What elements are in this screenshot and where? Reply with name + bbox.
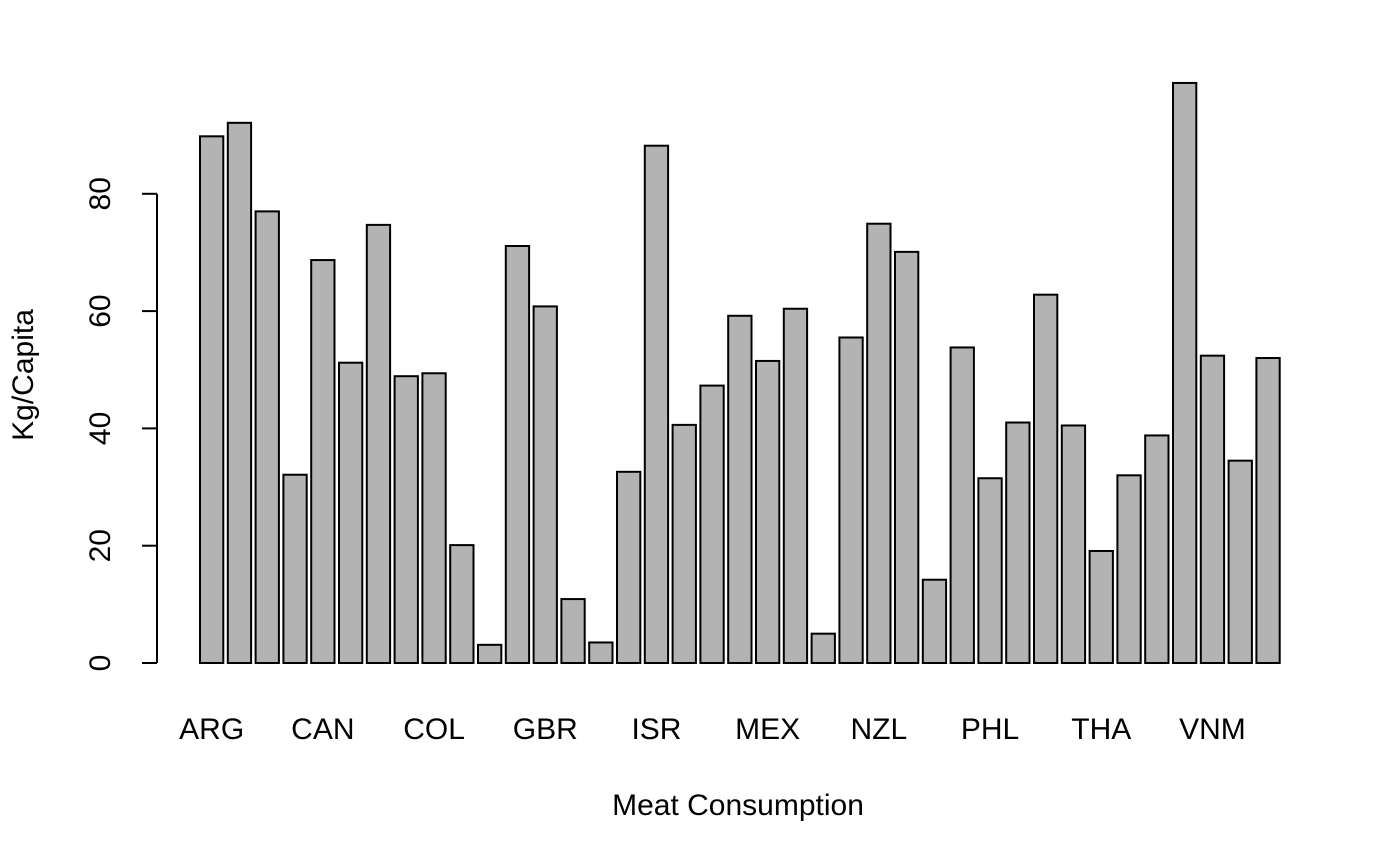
bar — [1144, 434, 1170, 664]
bar — [226, 121, 253, 664]
bar — [365, 223, 392, 664]
x-tick-label: COL — [403, 713, 465, 746]
x-tick-label: NZL — [851, 713, 908, 746]
y-tick-label: 80 — [84, 177, 117, 210]
x-axis-label: Meat Consumption — [612, 789, 864, 822]
bar — [671, 423, 697, 664]
y-tick-label: 0 — [84, 655, 117, 672]
bar — [838, 336, 864, 664]
bar — [921, 578, 948, 664]
x-tick-label: THA — [1071, 713, 1131, 746]
bar — [477, 643, 503, 665]
bar — [1060, 424, 1087, 664]
bar — [949, 346, 975, 664]
bar — [1005, 421, 1031, 664]
bar — [588, 641, 614, 664]
y-axis-label: Kg/Capita — [7, 309, 40, 441]
bar — [1227, 459, 1253, 664]
bar — [699, 384, 725, 664]
y-tick-label: 60 — [84, 294, 117, 327]
bar — [810, 632, 836, 664]
bar — [338, 361, 364, 664]
bar — [421, 372, 447, 664]
bar — [755, 359, 781, 664]
bar — [1088, 549, 1114, 664]
y-axis: 0 20 40 60 80 — [84, 177, 158, 672]
x-tick-labels: ARG CAN COL GBR ISR MEX NZL PHL THA VNM — [179, 713, 1246, 746]
bar — [393, 375, 419, 664]
bar — [643, 144, 670, 664]
x-tick-label: PHL — [961, 713, 1019, 746]
x-tick-label: ARG — [179, 713, 244, 746]
bar — [1033, 293, 1059, 664]
bar — [1255, 357, 1281, 664]
bar — [282, 473, 308, 665]
bar — [560, 598, 586, 665]
bar — [977, 477, 1003, 664]
bar — [866, 222, 892, 665]
x-tick-label: VNM — [1179, 713, 1246, 746]
bar — [727, 314, 753, 664]
x-tick-label: GBR — [513, 713, 578, 746]
bar — [310, 259, 336, 664]
bar — [894, 250, 920, 665]
bar — [1172, 81, 1198, 664]
bar — [199, 135, 225, 664]
y-tick-label: 20 — [84, 529, 117, 562]
x-tick-label: ISR — [631, 713, 681, 746]
bar — [1116, 474, 1142, 664]
bar — [449, 544, 475, 664]
bar — [1199, 354, 1226, 664]
bar — [532, 305, 558, 664]
y-tick-label: 40 — [84, 412, 117, 445]
bar — [254, 210, 280, 664]
x-tick-label: MEX — [735, 713, 800, 746]
bar — [782, 307, 809, 664]
bar — [616, 470, 642, 664]
bars-group — [199, 81, 1281, 665]
x-tick-label: CAN — [291, 713, 354, 746]
bar — [504, 245, 531, 664]
